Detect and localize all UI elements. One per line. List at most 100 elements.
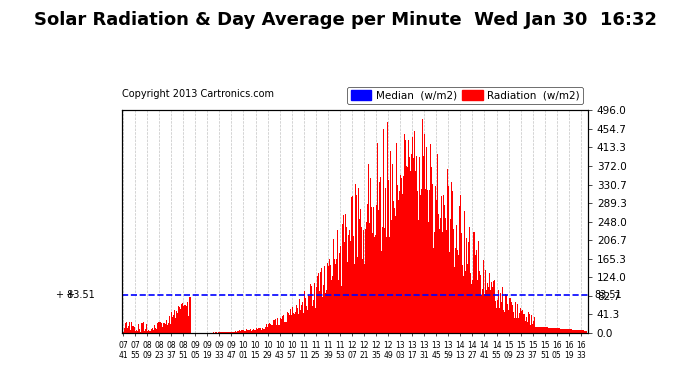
Bar xyxy=(399,191,400,333)
Bar xyxy=(245,331,246,333)
Bar xyxy=(545,327,546,333)
Bar xyxy=(490,290,491,333)
Bar xyxy=(237,332,238,333)
Bar xyxy=(548,327,549,333)
Bar xyxy=(294,314,295,333)
Bar xyxy=(404,134,405,333)
Bar xyxy=(139,329,140,333)
Bar xyxy=(480,274,481,333)
Bar xyxy=(337,280,339,333)
Bar xyxy=(565,329,566,333)
Bar xyxy=(175,318,176,333)
Bar xyxy=(226,332,227,333)
Bar xyxy=(268,324,269,333)
Bar xyxy=(143,322,144,333)
Bar xyxy=(423,156,424,333)
Bar xyxy=(355,184,356,333)
Bar xyxy=(451,182,452,333)
Bar xyxy=(142,322,143,333)
Bar xyxy=(243,330,244,333)
Bar xyxy=(405,141,406,333)
Bar xyxy=(427,190,428,333)
Bar xyxy=(270,325,271,333)
Bar xyxy=(354,264,355,333)
Bar xyxy=(332,276,333,333)
Bar xyxy=(400,175,401,333)
Bar xyxy=(453,229,454,333)
Bar xyxy=(145,328,146,333)
Bar xyxy=(137,331,138,333)
Bar xyxy=(489,273,490,333)
Bar xyxy=(347,262,348,333)
Bar xyxy=(173,315,174,333)
Bar xyxy=(562,329,563,333)
Bar xyxy=(417,220,419,333)
Bar xyxy=(123,324,124,333)
Bar xyxy=(254,330,255,333)
Bar xyxy=(261,330,262,333)
Bar xyxy=(575,330,576,333)
Bar xyxy=(213,332,214,333)
Bar xyxy=(541,327,542,333)
Bar xyxy=(240,331,241,333)
Bar xyxy=(180,309,181,333)
Bar xyxy=(540,327,541,333)
Bar xyxy=(285,322,286,333)
Bar xyxy=(358,188,359,333)
Bar xyxy=(222,332,224,333)
Bar xyxy=(410,171,411,333)
Bar xyxy=(334,259,335,333)
Bar xyxy=(398,200,399,333)
Bar xyxy=(392,164,393,333)
Bar xyxy=(517,304,518,333)
Bar xyxy=(521,311,522,333)
Bar xyxy=(340,246,341,333)
Bar xyxy=(528,312,529,333)
Bar xyxy=(443,195,444,333)
Bar xyxy=(311,286,312,333)
Bar xyxy=(365,229,366,333)
Bar xyxy=(134,327,135,333)
Bar xyxy=(583,330,584,333)
Bar xyxy=(415,171,416,333)
Bar xyxy=(299,300,300,333)
Bar xyxy=(522,310,523,333)
Bar xyxy=(507,304,508,333)
Bar xyxy=(534,318,535,333)
Bar xyxy=(446,230,447,333)
Bar xyxy=(438,214,440,333)
Bar xyxy=(151,329,152,333)
Bar xyxy=(330,265,331,333)
Bar xyxy=(323,285,324,333)
Bar xyxy=(146,325,148,333)
Bar xyxy=(493,270,495,333)
Bar xyxy=(558,328,559,333)
Bar xyxy=(467,264,468,333)
Bar xyxy=(500,293,501,333)
Bar xyxy=(401,155,402,333)
Bar xyxy=(276,326,277,333)
Bar xyxy=(531,315,532,333)
Bar xyxy=(182,303,183,333)
Bar xyxy=(380,177,381,333)
Bar xyxy=(257,328,259,333)
Bar xyxy=(298,314,299,333)
Bar xyxy=(461,233,462,333)
Bar xyxy=(144,331,145,333)
Bar xyxy=(183,306,184,333)
Bar xyxy=(149,331,150,333)
Bar xyxy=(242,330,243,333)
Bar xyxy=(363,230,364,333)
Bar xyxy=(273,320,274,333)
Bar xyxy=(353,236,354,333)
Bar xyxy=(455,225,457,333)
Bar xyxy=(127,328,128,333)
Bar xyxy=(578,330,579,333)
Bar xyxy=(346,227,347,333)
Bar xyxy=(379,182,380,333)
Bar xyxy=(336,259,337,333)
Bar xyxy=(324,266,325,333)
Bar xyxy=(580,330,582,333)
Bar xyxy=(364,264,365,333)
Bar xyxy=(241,330,242,333)
